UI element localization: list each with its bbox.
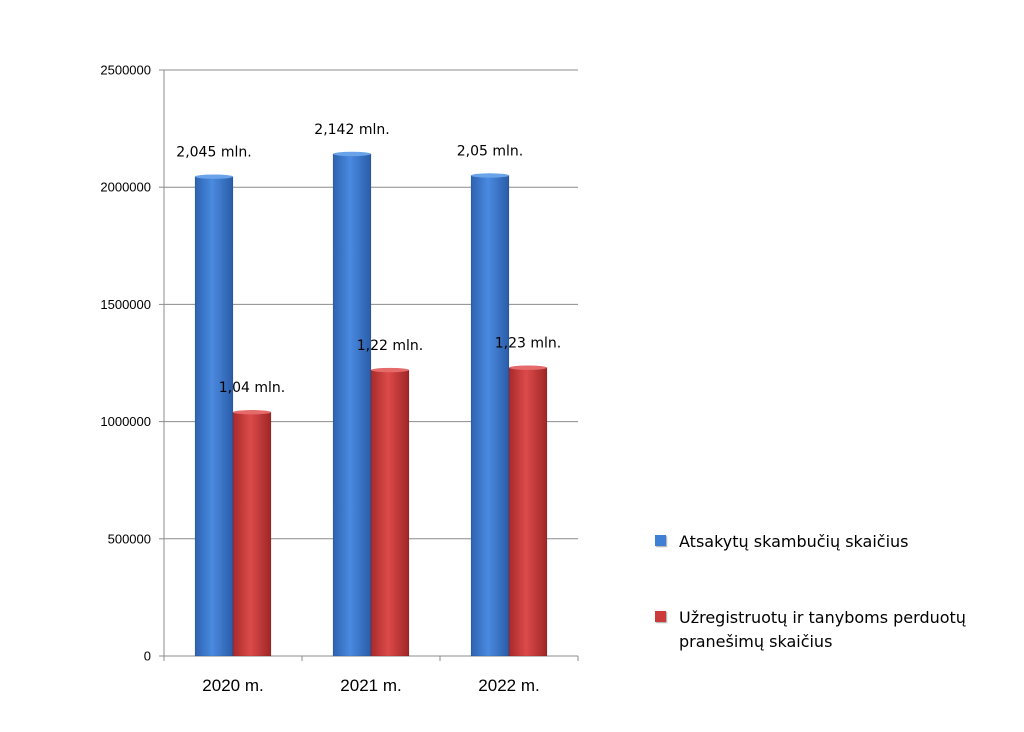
bar-top-highlight [195,174,233,179]
bar-registered-reports [508,367,548,657]
bar-top-highlight [233,410,271,415]
bars [194,151,548,657]
bar-answered-calls [194,176,234,657]
y-tick-label: 2000000 [100,180,151,195]
bar-answered-calls [332,153,372,657]
bar-registered-reports [232,411,272,657]
data-label: 2,142 mln. [314,122,389,138]
bar-answered-calls [470,175,510,657]
legend-item-answered-calls: Atsakytų skambučių skaičius [655,530,985,554]
data-label: 2,045 mln. [176,145,251,161]
data-label: 2,05 mln. [457,143,523,159]
legend: Atsakytų skambučių skaičius Užregistruot… [655,530,985,654]
legend-item-registered-reports: Užregistruotų ir tanyboms perduotų prane… [655,606,985,654]
data-label: 1,23 mln. [495,336,561,352]
legend-swatch-blue [655,535,666,546]
data-labels: 2,045 mln. 2,142 mln. 2,05 mln. 1,04 mln. 1,… [176,122,561,396]
y-tick-label: 0 [144,649,151,664]
bar-registered-reports [370,369,410,657]
x-tick-label: 2020 m. [202,676,263,695]
bar-top-highlight [371,367,409,373]
legend-label: Užregistruotų ir tanyboms perduotų prane… [679,608,966,651]
axes: 0 500000 1000000 1500000 2000000 2500000 2020 … [100,63,579,695]
bar-top-highlight [333,151,371,157]
bar-top-highlight [471,173,509,178]
data-label: 1,04 mln. [219,380,285,396]
y-tick-label: 2500000 [100,63,151,78]
legend-label: Atsakytų skambučių skaičius [679,532,909,551]
bar-top-highlight [509,365,547,370]
x-tick-label: 2022 m. [478,676,539,695]
legend-swatch-red [655,611,666,622]
data-label: 1,22 mln. [357,338,423,354]
y-tick-label: 1500000 [100,297,151,312]
y-tick-label: 500000 [108,531,151,546]
bar-chart: 0 500000 1000000 1500000 2000000 2500000 2020 … [100,63,579,695]
y-tick-label: 1000000 [100,414,151,429]
x-tick-label: 2021 m. [340,676,401,695]
